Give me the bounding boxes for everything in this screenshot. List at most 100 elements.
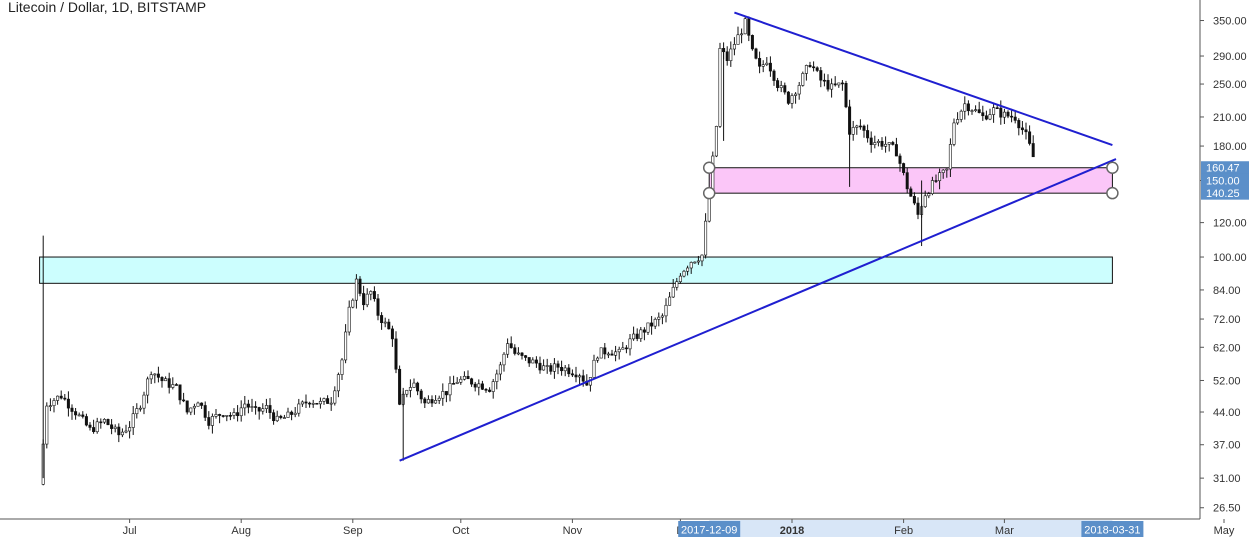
candle-body: [315, 402, 319, 405]
candle-body: [63, 397, 67, 400]
candle-body: [948, 144, 952, 170]
candle-body: [243, 403, 247, 409]
candle-body: [153, 373, 157, 376]
candle-body: [340, 359, 344, 375]
candle-body: [383, 321, 387, 324]
candle-body: [668, 296, 672, 306]
candle-body: [74, 411, 78, 416]
candle-body: [992, 107, 996, 115]
candle-body: [376, 298, 380, 316]
candle-body: [156, 373, 160, 378]
candle-body: [257, 407, 261, 412]
price-tick-label: 250.00: [1213, 79, 1247, 91]
candle-body: [891, 142, 895, 145]
candle-body: [1002, 111, 1006, 118]
candle-body: [560, 367, 564, 372]
candle-body: [531, 359, 535, 364]
candle-body: [682, 270, 686, 277]
candle-body: [318, 401, 322, 405]
candle-body: [509, 343, 513, 349]
candle-body: [131, 413, 135, 428]
candle-body: [138, 407, 142, 410]
candle-body: [1017, 120, 1021, 129]
candle-body: [398, 368, 402, 405]
candle-body: [344, 331, 348, 361]
candle-body: [354, 278, 358, 301]
candle-body: [473, 383, 477, 388]
candle-body: [819, 70, 823, 81]
candle-body: [300, 401, 304, 405]
time-tick-label: Jul: [123, 525, 137, 537]
candle-body: [750, 35, 754, 50]
zone-handle: [702, 186, 716, 200]
candles-layer: [41, 16, 1035, 486]
candle-body: [275, 415, 279, 422]
time-tick-label: Sep: [343, 525, 363, 537]
candle-body: [754, 48, 758, 59]
candle-body: [394, 338, 398, 370]
candle-body: [246, 403, 250, 408]
candle-body: [459, 378, 463, 383]
candle-body: [642, 329, 646, 333]
candle-body: [945, 168, 949, 171]
price-tick-label: 84.00: [1213, 285, 1241, 297]
candle-body: [624, 347, 628, 350]
price-label: 140.25: [1206, 188, 1240, 200]
candle-body: [52, 400, 56, 406]
candle-body: [830, 83, 834, 90]
candle-body: [448, 383, 452, 396]
time-axis: JulAugSepOctNovD2018FebMarMay2017-12-092…: [0, 518, 1235, 537]
candle-body: [905, 172, 909, 190]
candle-body: [786, 91, 790, 104]
candle-body: [160, 377, 164, 382]
candle-body: [801, 73, 805, 86]
candle-body: [758, 58, 762, 67]
candle-body: [794, 93, 798, 96]
candle-body: [981, 112, 985, 117]
ascending-trendline: [399, 158, 1117, 462]
candle-body: [297, 403, 301, 414]
candle-body: [765, 62, 769, 65]
candle-body: [520, 352, 524, 356]
time-tick-label: Mar: [995, 525, 1014, 537]
candle-body: [56, 395, 60, 401]
candle-body: [365, 293, 369, 306]
candle-body: [441, 391, 445, 399]
candle-body: [462, 375, 466, 380]
candle-body: [214, 414, 218, 417]
candle-body: [898, 155, 902, 164]
candle-body: [747, 18, 751, 36]
candle-body: [581, 375, 585, 382]
candle-body: [938, 172, 942, 182]
candle-body: [761, 64, 765, 67]
candle-body: [99, 421, 103, 424]
price-tick-label: 52.00: [1213, 375, 1241, 387]
candle-body: [923, 195, 927, 208]
price-tick-label: 62.00: [1213, 342, 1241, 354]
candle-body: [725, 51, 729, 61]
candle-body: [916, 202, 920, 215]
candle-body: [977, 109, 981, 113]
candle-body: [815, 67, 819, 71]
candle-body: [1020, 127, 1024, 131]
candle-body: [628, 338, 632, 350]
candle-body: [77, 414, 81, 417]
candle-body: [610, 353, 614, 356]
candle-body: [790, 95, 794, 104]
price-tick-label: 120.00: [1213, 218, 1247, 230]
candle-body: [117, 426, 121, 436]
candle-body: [862, 125, 866, 131]
time-tick-label: 2018: [780, 525, 804, 537]
candle-body: [639, 329, 643, 339]
candle-body: [545, 365, 549, 367]
candle-body: [887, 142, 891, 145]
candle-body: [405, 390, 409, 395]
candle-body: [470, 378, 474, 385]
price-tick-label: 44.00: [1213, 407, 1241, 419]
candle-body: [974, 109, 978, 111]
candle-body: [225, 415, 229, 417]
candle-body: [538, 362, 542, 371]
candle-body: [495, 373, 499, 382]
candle-body: [704, 220, 708, 256]
